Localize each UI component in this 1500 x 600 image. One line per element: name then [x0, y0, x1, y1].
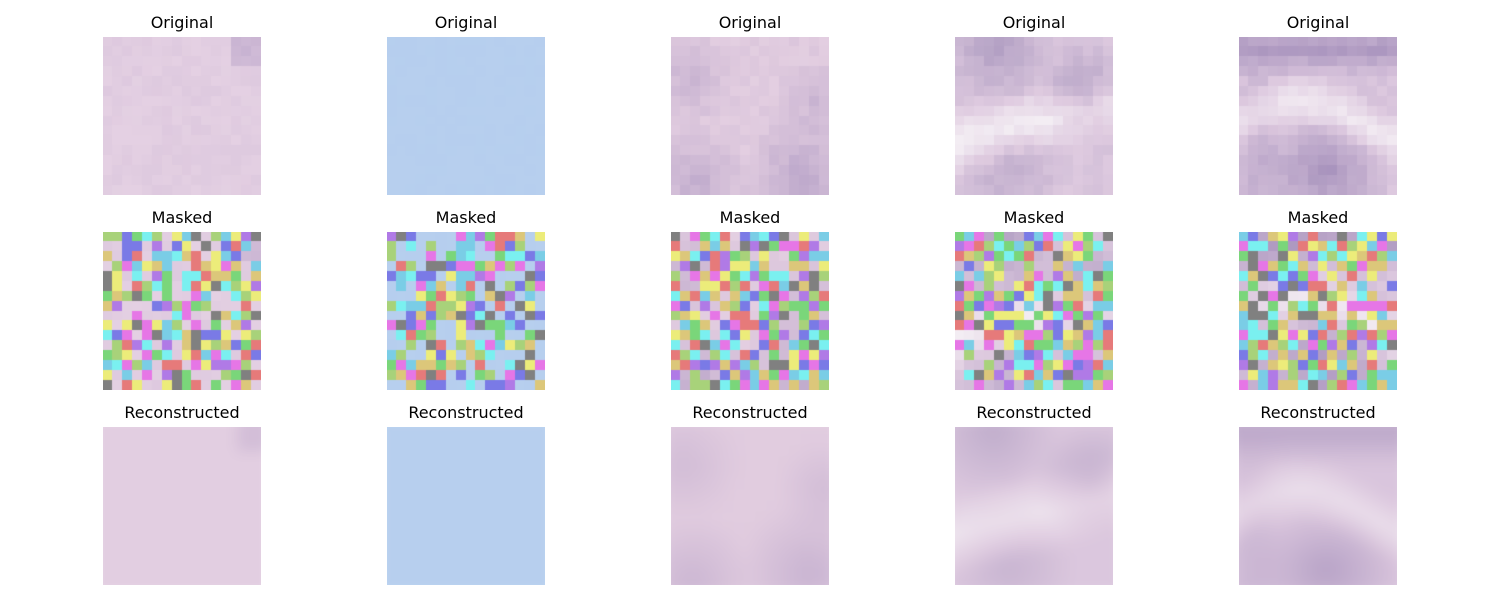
masked-image-4 — [955, 232, 1113, 390]
reconstructed-image-5 — [1239, 427, 1397, 585]
reconstructed-image-4 — [955, 427, 1113, 585]
masked-image-1 — [103, 232, 261, 390]
title-masked-3: Masked — [719, 208, 781, 227]
title-original-5: Original — [1286, 13, 1350, 32]
title-masked-1: Masked — [151, 208, 213, 227]
title-masked-2: Masked — [435, 208, 497, 227]
title-original-4: Original — [1002, 13, 1066, 32]
title-original-2: Original — [434, 13, 498, 32]
title-reconstructed-1: Reconstructed — [124, 403, 240, 422]
reconstructed-image-1 — [103, 427, 261, 585]
original-image-3 — [671, 37, 829, 195]
title-original-3: Original — [718, 13, 782, 32]
masked-image-2 — [387, 232, 545, 390]
title-masked-5: Masked — [1287, 208, 1349, 227]
title-reconstructed-2: Reconstructed — [408, 403, 524, 422]
title-reconstructed-4: Reconstructed — [976, 403, 1092, 422]
reconstructed-image-3 — [671, 427, 829, 585]
masked-image-3 — [671, 232, 829, 390]
title-masked-4: Masked — [1003, 208, 1065, 227]
masked-image-5 — [1239, 232, 1397, 390]
original-image-1 — [103, 37, 261, 195]
original-image-4 — [955, 37, 1113, 195]
original-image-2 — [387, 37, 545, 195]
reconstructed-image-2 — [387, 427, 545, 585]
original-image-5 — [1239, 37, 1397, 195]
title-reconstructed-3: Reconstructed — [692, 403, 808, 422]
title-reconstructed-5: Reconstructed — [1260, 403, 1376, 422]
title-original-1: Original — [150, 13, 214, 32]
